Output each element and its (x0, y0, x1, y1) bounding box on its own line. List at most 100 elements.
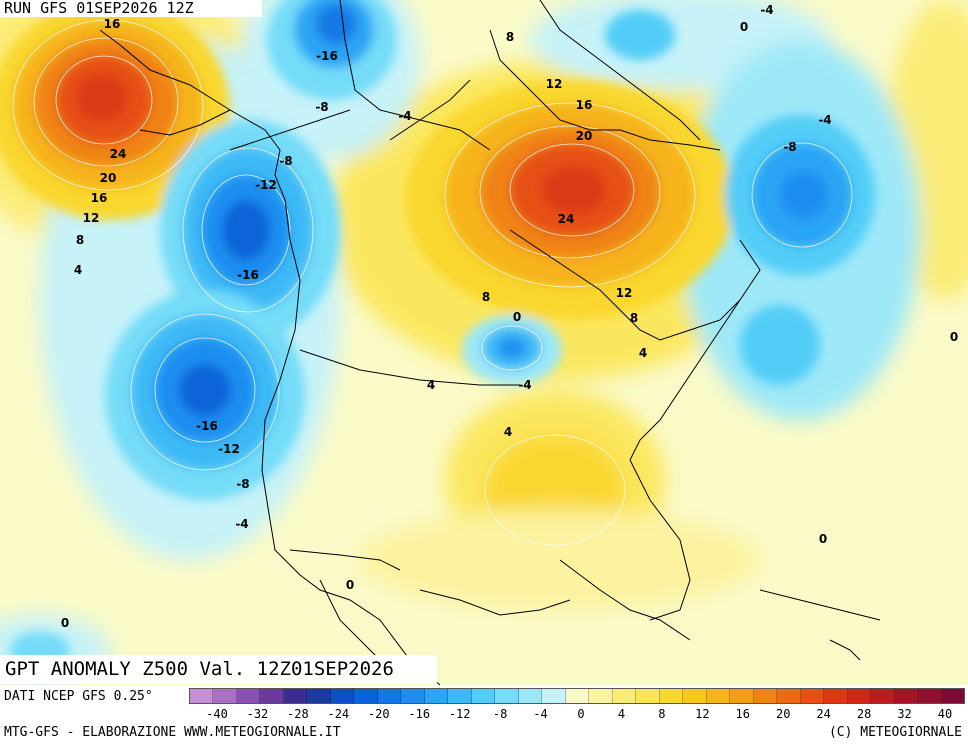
colorbar-swatch (448, 689, 472, 703)
contour-label: -8 (315, 100, 328, 114)
colorbar-ticks: -40 -32 -28 -24 -20 -16 -12 -8 -4 0 4 8 12 16 20 24 28 32… (189, 707, 965, 723)
contour-label: 16 (91, 191, 108, 205)
colorbar-tick-label: -4 (533, 707, 548, 721)
colorbar-tick-label: -40 (206, 707, 228, 721)
colorbar-swatch (260, 689, 284, 703)
colorbar-swatch (190, 689, 214, 703)
colorbar-tick-label: -16 (408, 707, 431, 721)
colorbar-swatch (941, 689, 964, 703)
colorbar-swatch (847, 689, 872, 703)
contour-label: 4 (427, 378, 435, 392)
colorbar-swatch (636, 689, 660, 703)
colorbar-swatch (518, 689, 543, 703)
colorbar-swatch (683, 689, 707, 703)
colorbar-swatch (659, 689, 684, 703)
contour-label: 4 (639, 346, 647, 360)
colorbar-tick-label: -12 (448, 707, 471, 721)
contour-label: 8 (630, 311, 638, 325)
colorbar-swatch (283, 689, 308, 703)
contour-label: -16 (316, 49, 338, 63)
contour-labels: 16 24 20 16 12 8 4 -16 -8 -8 -12 -16 -16… (61, 3, 958, 630)
colorbar-swatch (894, 689, 919, 703)
contour-label: -4 (235, 517, 248, 531)
colorbar-swatch (777, 689, 801, 703)
contour-label: 8 (506, 30, 514, 44)
credits-right: (C) METEOGIORNALE (828, 725, 962, 740)
contour-label: 0 (61, 616, 69, 630)
data-source-label: DATI NCEP GFS 0.25° (4, 689, 153, 704)
colorbar-swatch (824, 689, 848, 703)
colorbar-tick-label: 12 (695, 707, 710, 721)
colorbar-swatch (565, 689, 590, 703)
colorbar-swatch (330, 689, 355, 703)
colorbar-swatch (542, 689, 566, 703)
colorbar-tick-label: 8 (658, 707, 666, 721)
colorbar-tick-label: 16 (735, 707, 750, 721)
contour-label: -4 (760, 3, 773, 17)
contour-label: -4 (818, 113, 831, 127)
colorbar-tick-label: 24 (816, 707, 831, 721)
contour-label: 12 (616, 286, 633, 300)
credits-left: MTG-GFS - ELABORAZIONE WWW.METEOGIORNALE… (4, 725, 341, 740)
contour-label: 0 (513, 310, 521, 324)
contour-label: 8 (482, 290, 490, 304)
colorbar-tick-label: 32 (897, 707, 912, 721)
colorbar-swatch (800, 689, 825, 703)
colorbar-swatch (377, 689, 402, 703)
colorbar-tick-label: -20 (367, 707, 390, 721)
colorbar-tick-label: -28 (287, 707, 309, 721)
contour-label: 24 (110, 147, 127, 161)
colorbar-swatch (495, 689, 519, 703)
colorbar-tick-label: 0 (577, 707, 585, 721)
colorbar-tick-label: -24 (327, 707, 350, 721)
contour-label: 4 (504, 425, 512, 439)
colorbar-swatch (213, 689, 237, 703)
contour-label: 20 (576, 129, 593, 143)
contour-label: 20 (100, 171, 117, 185)
colorbar-tick-label: 4 (617, 707, 626, 721)
contour-label: -4 (518, 378, 531, 392)
footer: DATI NCEP GFS 0.25° -40 -32 -28 -24 -20 -16 -1… (0, 685, 968, 745)
colorbar-tick-label: 40 (937, 707, 953, 721)
colorbar-tick-label: -8 (492, 707, 508, 721)
colorbar-swatch (236, 689, 261, 703)
colorbar (189, 688, 965, 704)
contour-label: -16 (237, 268, 259, 282)
colorbar-swatch (307, 689, 331, 703)
anomaly-map: 16 24 20 16 12 8 4 -16 -8 -8 -12 -16 -16… (0, 0, 968, 685)
contour-label: 16 (576, 98, 593, 112)
contour-lines (12, 19, 853, 546)
contour-label: -16 (196, 419, 218, 433)
colorbar-swatch (354, 689, 378, 703)
colorbar-swatch (706, 689, 731, 703)
colorbar-tick-label: -32 (246, 707, 269, 721)
colorbar-swatch (471, 689, 496, 703)
colorbar-swatch (401, 689, 425, 703)
contour-label: 12 (546, 77, 563, 91)
contour-label: -12 (218, 442, 240, 456)
contour-label: -4 (398, 109, 411, 123)
contour-label: -8 (783, 140, 796, 154)
contour-label: 0 (819, 532, 827, 546)
contour-label: 24 (558, 212, 575, 226)
contour-label: 12 (83, 211, 100, 225)
colorbar-swatch (871, 689, 895, 703)
contour-label: 8 (76, 233, 84, 247)
contour-label: -8 (279, 154, 292, 168)
colorbar-swatch (753, 689, 778, 703)
colorbar-swatch (424, 689, 449, 703)
contour-label: 0 (950, 330, 958, 344)
colorbar-swatch (589, 689, 613, 703)
contour-label: 4 (74, 263, 82, 277)
anomaly-cores (0, 0, 875, 668)
contour-label: 16 (104, 17, 121, 31)
run-label: RUN GFS 01SEP2026 12Z (0, 0, 262, 17)
colorbar-swatch (730, 689, 754, 703)
colorbar-swatch (612, 689, 637, 703)
colorbar-tick-label: 20 (775, 707, 791, 721)
contour-label: 0 (346, 578, 354, 592)
colorbar-swatch (918, 689, 942, 703)
colorbar-tick-label: 28 (856, 707, 872, 721)
contour-label: 0 (740, 20, 748, 34)
contour-label: -8 (236, 477, 249, 491)
